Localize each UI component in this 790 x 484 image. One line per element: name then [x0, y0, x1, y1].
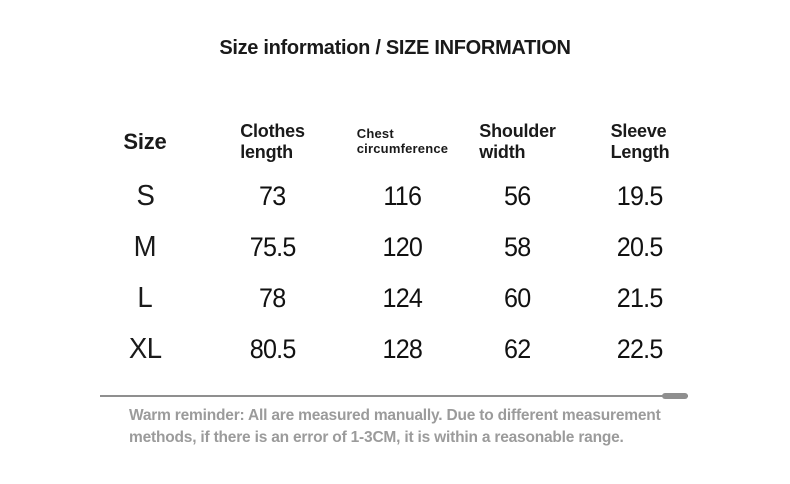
sleeve-length-value: 22.5	[617, 334, 664, 364]
page-title: Size information / SIZE INFORMATION	[219, 37, 571, 59]
column-header-size: Size	[123, 128, 167, 154]
size-label: M	[133, 231, 157, 263]
shoulder-width-value: 56	[504, 181, 531, 211]
chest-circumference-value: 124	[382, 283, 423, 313]
shoulder-width-value: 62	[504, 334, 531, 364]
header-line: circumference	[356, 140, 449, 156]
header-line: Chest	[356, 125, 394, 141]
header-line: length	[240, 141, 293, 162]
shoulder-width-value: 60	[504, 283, 531, 313]
sleeve-length-value: 19.5	[617, 181, 664, 211]
column-header-sleeve-length: Sleeve Length	[611, 121, 670, 163]
reminder-line: Warm reminder: All are measured manually…	[129, 407, 661, 424]
chest-circumference-value: 128	[382, 334, 423, 364]
divider-line	[100, 393, 688, 399]
chest-circumference-value: 120	[382, 232, 423, 262]
chest-circumference-value: 116	[383, 181, 423, 211]
clothes-length-value: 73	[259, 181, 286, 211]
size-table: Size Clothes length Chest circumference …	[95, 112, 700, 375]
header-line: Clothes	[240, 120, 305, 141]
header-line: Length	[610, 141, 670, 162]
clothes-length-value: 75.5	[249, 232, 297, 262]
header-line: width	[479, 141, 526, 162]
clothes-length-value: 80.5	[249, 334, 297, 364]
sleeve-length-value: 21.5	[617, 283, 664, 313]
header-line: Shoulder	[479, 120, 556, 141]
warm-reminder-note: Warm reminder: All are measured manually…	[129, 405, 661, 449]
size-label: L	[137, 282, 153, 314]
sleeve-length-value: 20.5	[617, 232, 664, 262]
column-header-clothes-length: Clothes length	[240, 121, 305, 163]
reminder-line: methods, if there is an error of 1-3CM, …	[129, 429, 624, 446]
shoulder-width-value: 58	[504, 232, 531, 262]
size-label: XL	[128, 333, 162, 365]
clothes-length-value: 78	[259, 283, 286, 313]
column-header-chest-circumference: Chest circumference	[357, 126, 448, 158]
header-line: Sleeve	[610, 120, 667, 141]
divider-endcap	[662, 393, 688, 399]
column-header-shoulder-width: Shoulder width	[479, 120, 556, 163]
size-label: S	[136, 180, 154, 212]
